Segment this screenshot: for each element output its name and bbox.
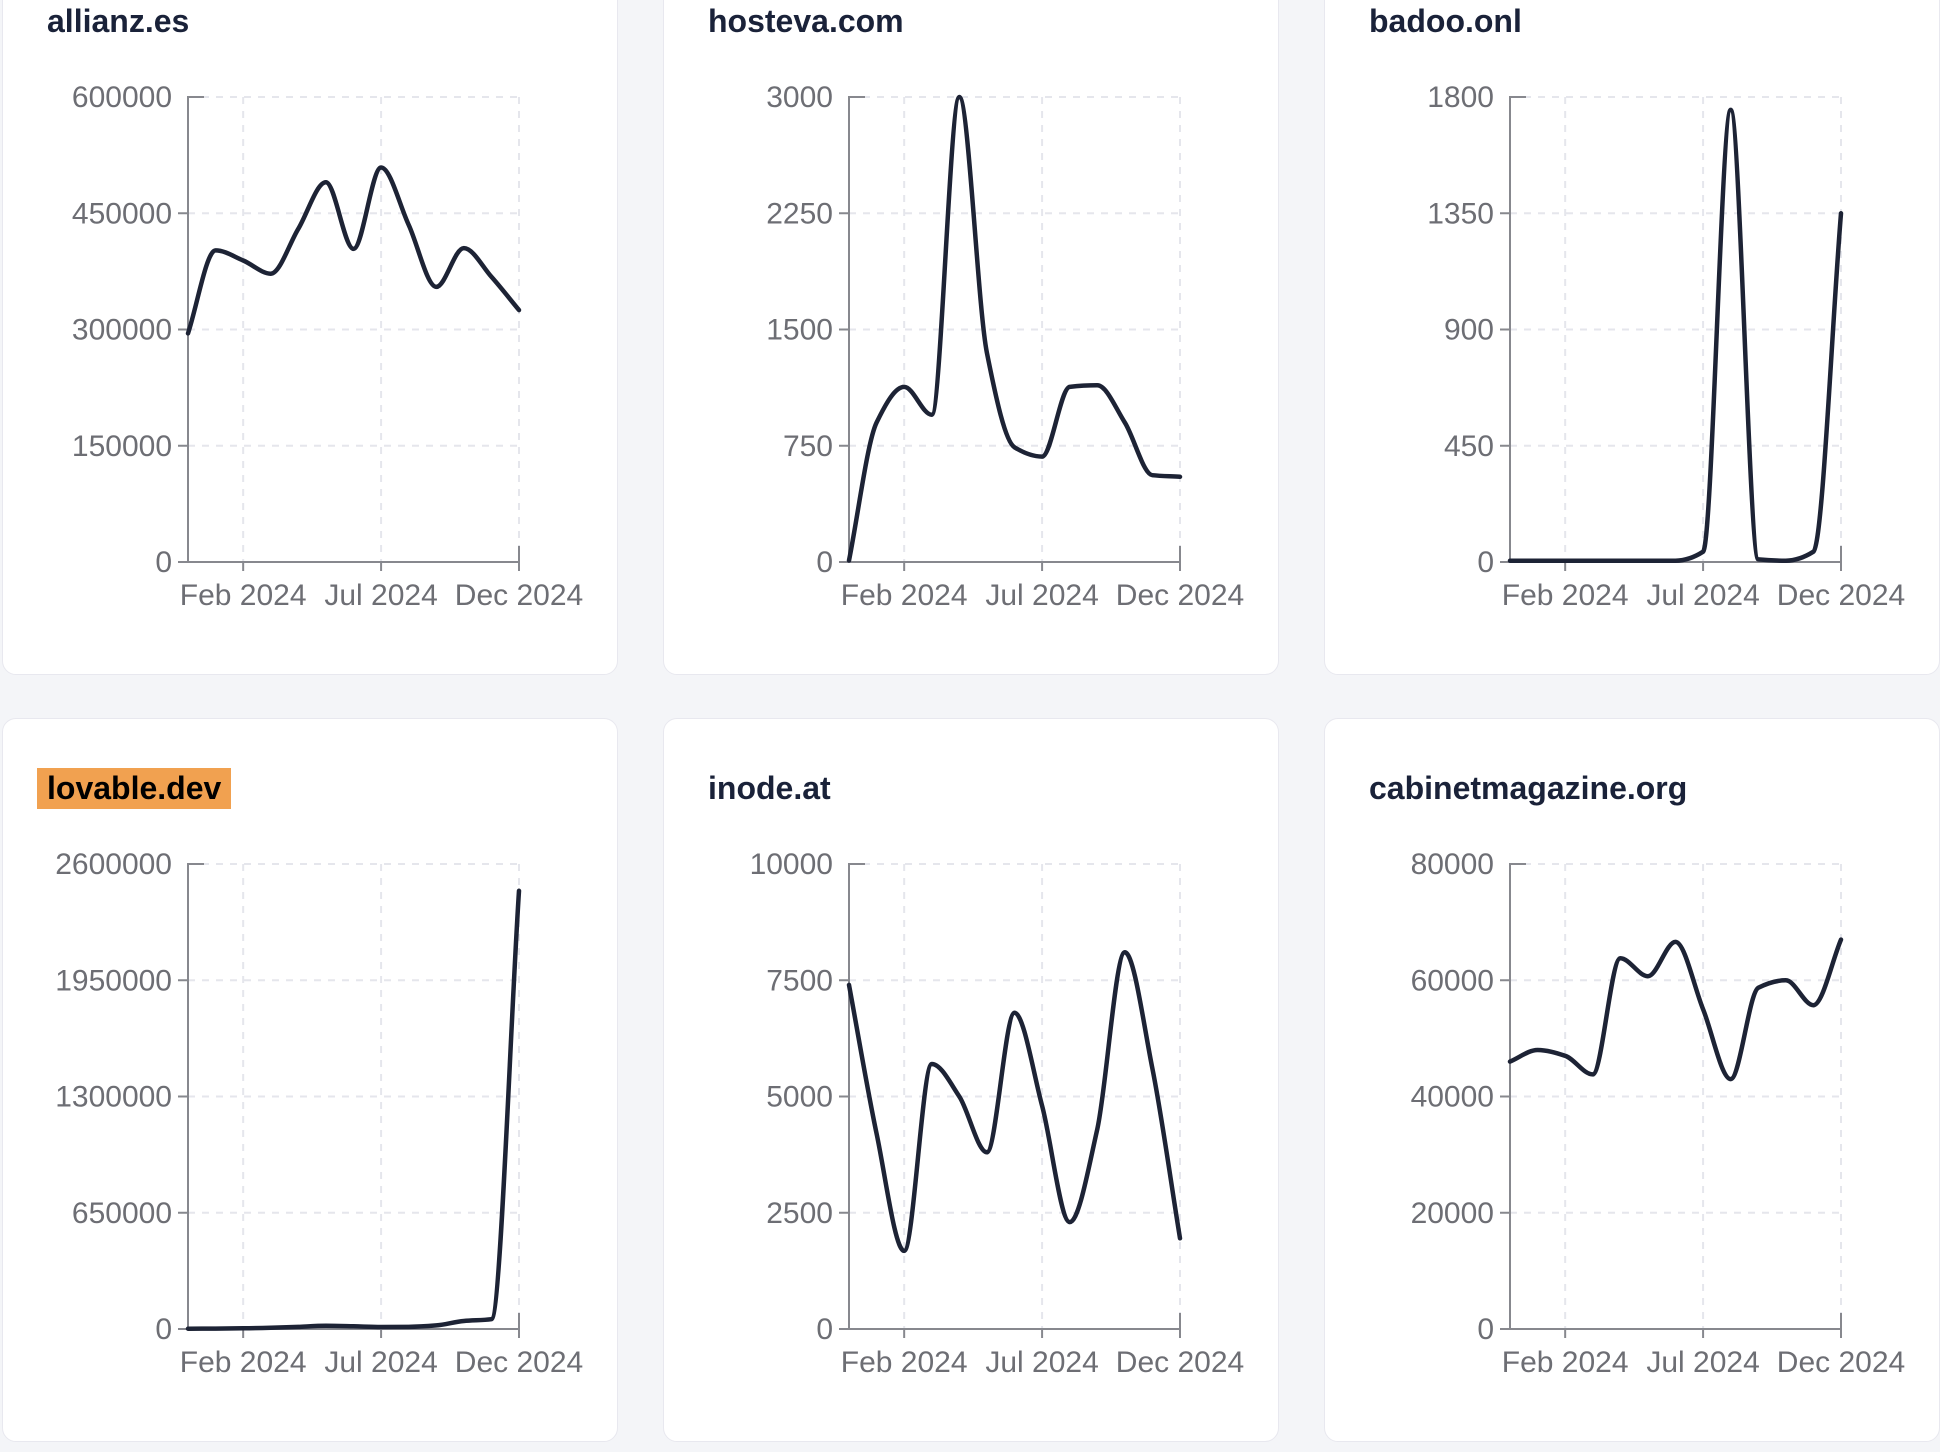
y-tick-label: 40000 — [1411, 1081, 1494, 1114]
traffic-line-chart: 0 750 1500 2250 3000 Feb 2024 Jul 2024 Dec 2024 — [766, 81, 1244, 612]
x-tick-label: Feb 2024 — [180, 1346, 307, 1379]
x-tick-label: Dec 2024 — [1777, 1346, 1905, 1379]
y-tick-label: 0 — [155, 546, 172, 579]
x-tick-label: Jul 2024 — [985, 1346, 1098, 1379]
y-tick-label: 2250 — [766, 197, 833, 230]
y-tick-label: 0 — [816, 546, 833, 579]
y-tick-label: 300000 — [72, 314, 172, 347]
traffic-line — [1507, 107, 1844, 563]
y-tick-label: 0 — [155, 1313, 172, 1346]
x-tick-label: Jul 2024 — [1646, 579, 1759, 612]
site-domain-label: allianz.es — [47, 3, 190, 39]
y-tick-label: 2600000 — [55, 848, 172, 881]
x-tick-label: Jul 2024 — [324, 579, 437, 612]
x-tick-label: Jul 2024 — [1646, 1346, 1759, 1379]
x-tick-label: Dec 2024 — [1116, 1346, 1244, 1379]
x-tick-label: Dec 2024 — [455, 579, 583, 612]
y-tick-label: 1350 — [1427, 197, 1494, 230]
traffic-line-chart: 0 450 900 1350 1800 Feb 2024 Jul 2024 Dec 2024 — [1427, 81, 1905, 612]
card-title: cabinetmagazine.org — [1369, 770, 1688, 806]
y-tick-label: 450000 — [72, 197, 172, 230]
site-domain-label: hosteva.com — [708, 3, 904, 39]
x-tick-label: Feb 2024 — [841, 1346, 968, 1379]
traffic-line — [185, 165, 522, 336]
site-chart-card: lovable.dev 0 650000 1300000 1950000 2600000… — [2, 718, 618, 1442]
y-tick-label: 1800 — [1427, 81, 1494, 114]
traffic-line-chart: 0 650000 1300000 1950000 2600000 Feb 2024 Jul … — [55, 848, 583, 1379]
y-tick-label: 750 — [783, 430, 833, 463]
site-chart-card: cabinetmagazine.org 0 20000 40000 60000 8000… — [1324, 718, 1940, 1442]
y-tick-label: 1500 — [766, 314, 833, 347]
site-chart-card: inode.at 0 2500 5000 7500 10000 Feb 2024 Jul 2… — [663, 718, 1279, 1442]
x-tick-label: Jul 2024 — [985, 579, 1098, 612]
y-tick-label: 450 — [1444, 430, 1494, 463]
site-chart-card: hosteva.com 0 750 1500 2250 3000 Feb 2024 Jul … — [663, 0, 1279, 675]
x-tick-label: Feb 2024 — [1502, 1346, 1629, 1379]
x-tick-label: Jul 2024 — [324, 1346, 437, 1379]
traffic-line-chart: 0 20000 40000 60000 80000 Feb 2024 Jul 2024 Dec… — [1411, 848, 1906, 1379]
card-title: badoo.onl — [1369, 3, 1522, 39]
site-domain-label: inode.at — [708, 770, 831, 806]
y-tick-label: 150000 — [72, 430, 172, 463]
x-tick-label: Feb 2024 — [841, 579, 968, 612]
y-tick-label: 60000 — [1411, 964, 1494, 997]
card-title: lovable.dev — [37, 768, 232, 810]
y-tick-label: 1950000 — [55, 964, 172, 997]
y-tick-label: 10000 — [750, 848, 833, 881]
x-tick-label: Dec 2024 — [455, 1346, 583, 1379]
site-domain-label: cabinetmagazine.org — [1369, 770, 1688, 806]
card-title: inode.at — [708, 770, 831, 806]
y-tick-label: 0 — [1477, 1313, 1494, 1346]
y-tick-label: 0 — [1477, 546, 1494, 579]
y-tick-label: 20000 — [1411, 1197, 1494, 1230]
traffic-line-chart: 0 150000 300000 450000 600000 Feb 2024 Jul 202… — [72, 81, 583, 612]
y-tick-label: 7500 — [766, 964, 833, 997]
y-tick-label: 900 — [1444, 314, 1494, 347]
site-domain-label: lovable.dev — [37, 768, 232, 810]
site-chart-card: allianz.es 0 150000 300000 450000 600000 Feb … — [2, 0, 618, 675]
y-tick-label: 600000 — [72, 81, 172, 114]
y-tick-label: 650000 — [72, 1197, 172, 1230]
x-tick-label: Dec 2024 — [1777, 579, 1905, 612]
y-tick-label: 2500 — [766, 1197, 833, 1230]
card-title: hosteva.com — [708, 3, 904, 39]
site-domain-label: badoo.onl — [1369, 3, 1522, 39]
site-chart-card: badoo.onl 0 450 900 1350 1800 Feb 2024 Jul 202… — [1324, 0, 1940, 675]
y-tick-label: 3000 — [766, 81, 833, 114]
y-tick-label: 80000 — [1411, 848, 1494, 881]
traffic-line — [1507, 937, 1844, 1082]
x-tick-label: Dec 2024 — [1116, 579, 1244, 612]
card-title: allianz.es — [47, 3, 190, 39]
traffic-line — [185, 888, 522, 1331]
y-tick-label: 5000 — [766, 1081, 833, 1114]
traffic-line — [846, 950, 1183, 1254]
traffic-line — [846, 94, 1183, 563]
x-tick-label: Feb 2024 — [1502, 579, 1629, 612]
x-tick-label: Feb 2024 — [180, 579, 307, 612]
y-tick-label: 0 — [816, 1313, 833, 1346]
traffic-line-chart: 0 2500 5000 7500 10000 Feb 2024 Jul 2024 Dec 20… — [750, 848, 1245, 1379]
y-tick-label: 1300000 — [55, 1081, 172, 1114]
